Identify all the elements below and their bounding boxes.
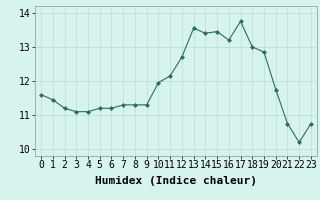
X-axis label: Humidex (Indice chaleur): Humidex (Indice chaleur)	[95, 176, 257, 186]
